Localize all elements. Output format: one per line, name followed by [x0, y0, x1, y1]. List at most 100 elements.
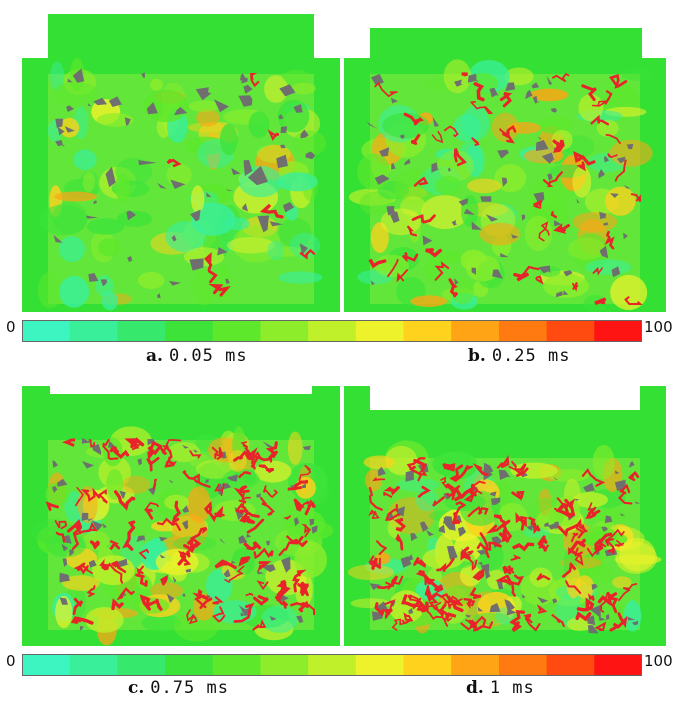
grain-blotch — [400, 196, 427, 216]
caption-d-time: 1 ms — [489, 678, 535, 698]
pore — [632, 620, 639, 628]
crack-segment — [189, 526, 208, 548]
pore — [66, 105, 75, 112]
pore — [226, 474, 238, 482]
crack-segment — [587, 502, 597, 515]
crack-segment — [434, 261, 450, 281]
pore — [67, 78, 73, 83]
crack-segment — [233, 487, 250, 498]
pore — [182, 520, 189, 530]
pore — [159, 536, 168, 542]
pore — [525, 89, 533, 100]
pore — [627, 616, 636, 621]
pore — [182, 593, 186, 597]
crack-segment — [246, 518, 265, 534]
pore — [300, 129, 309, 139]
pore — [454, 79, 464, 87]
grain-blotch — [444, 493, 486, 511]
pore — [53, 234, 63, 243]
crack-segment — [89, 540, 101, 550]
grain-blotch — [196, 109, 220, 127]
grain-blotch — [227, 237, 275, 254]
crack-segment — [283, 515, 291, 520]
crack-segment — [147, 440, 163, 461]
crack-segment — [374, 602, 385, 617]
pore — [399, 134, 407, 139]
crack-segment — [192, 588, 209, 601]
pore — [391, 163, 396, 170]
grain-blotch — [137, 271, 165, 289]
crack-segment — [538, 221, 550, 242]
pore — [88, 103, 92, 107]
caption-b: b. 0.25 ms — [468, 346, 570, 366]
crack-segment — [166, 158, 182, 168]
pore — [206, 192, 212, 197]
crack-segment — [260, 497, 275, 516]
grain-blotch — [73, 149, 97, 171]
crack-segment — [143, 501, 159, 512]
grain-blotch — [612, 576, 632, 589]
pore — [599, 245, 609, 259]
pore — [554, 521, 562, 530]
crack-segment — [410, 134, 421, 145]
pore — [489, 87, 499, 98]
pore — [55, 118, 64, 128]
crack-segment — [204, 500, 217, 523]
pore — [79, 626, 84, 631]
crack-segment — [384, 504, 401, 522]
pore — [591, 584, 599, 591]
crack-segment — [550, 211, 558, 219]
pore — [69, 549, 74, 557]
crack-segment — [565, 580, 582, 594]
caption-c-letter: c. — [128, 678, 145, 698]
crack-segment — [542, 171, 563, 188]
crack-segment — [80, 487, 101, 502]
grain-blotch — [214, 264, 233, 302]
crack-segment — [536, 603, 548, 614]
pore — [490, 491, 497, 497]
crack-segment — [605, 134, 621, 144]
crack-segment — [513, 272, 530, 282]
crack-segment — [604, 538, 616, 555]
crack-segment — [401, 612, 413, 625]
crack-segment — [265, 441, 278, 459]
pore — [490, 497, 501, 505]
crack-segment — [300, 602, 315, 616]
pore — [574, 498, 580, 501]
pore — [532, 95, 541, 104]
panel-b-specimen — [344, 28, 666, 312]
grain-blotch — [491, 112, 519, 142]
grain-blotch — [82, 171, 95, 192]
crack-segment — [594, 532, 613, 554]
grain-blotch — [51, 81, 99, 108]
crack-segment — [111, 598, 124, 611]
crack-segment — [238, 499, 247, 509]
crack-segment — [604, 230, 615, 250]
pore — [410, 533, 418, 542]
pore — [533, 192, 545, 206]
pore — [610, 193, 619, 198]
grain-blotch — [605, 186, 636, 216]
crack-segment — [102, 438, 119, 460]
grain-blotch — [55, 596, 73, 629]
crack-segment — [160, 574, 168, 586]
crack-segment — [122, 520, 136, 551]
pore — [105, 166, 116, 187]
pore — [408, 608, 414, 614]
colorbar-swatch — [355, 654, 405, 676]
crack-segment — [218, 447, 224, 458]
panel-a-specimen — [22, 14, 340, 312]
crack-segment — [630, 193, 641, 203]
grain-blotch — [459, 564, 482, 587]
pore — [477, 606, 484, 612]
crack-segment — [479, 532, 490, 559]
crack-segment — [407, 225, 418, 237]
pore — [458, 198, 469, 206]
crack-segment — [80, 563, 93, 575]
pore — [379, 147, 390, 157]
pore — [57, 478, 68, 487]
colorbar-swatch — [546, 320, 595, 342]
crack-segment — [585, 509, 601, 519]
grain-blotch — [572, 492, 608, 508]
grain-blotch — [54, 191, 97, 202]
